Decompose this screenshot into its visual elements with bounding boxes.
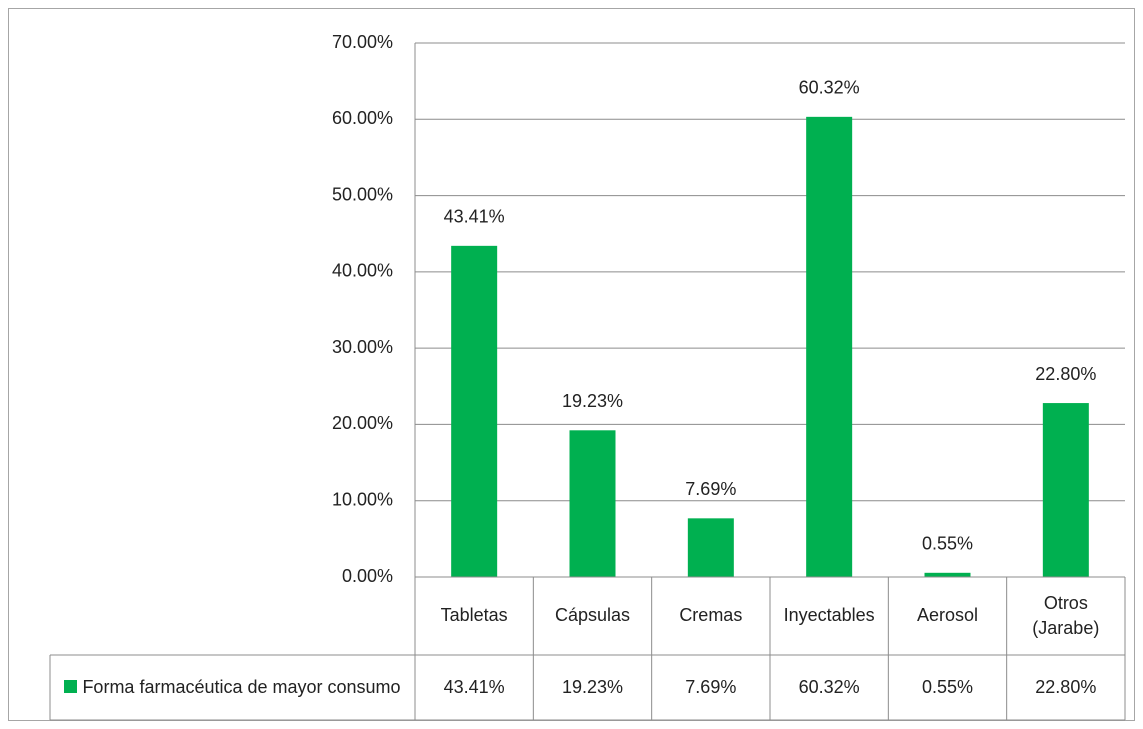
data-label: 22.80%	[1035, 364, 1096, 384]
table-value: 0.55%	[921, 676, 974, 697]
table-value-cell: 7.69%	[685, 676, 737, 697]
chart-border	[8, 8, 1135, 721]
table-value: 43.41%	[443, 676, 505, 697]
bar	[687, 518, 734, 577]
table-value-cell: 60.32%	[798, 676, 860, 697]
y-tick-label: 30.00%	[332, 337, 393, 357]
table-value-cell: 19.23%	[561, 676, 624, 697]
data-label: 43.41%	[444, 207, 505, 227]
y-tick-label: 70.00%	[332, 32, 393, 52]
data-label: 7.69%	[685, 479, 736, 499]
x-tick-label-cell: Cremas	[679, 605, 743, 626]
y-tick-label: 50.00%	[332, 184, 393, 204]
x-tick-label: Inyectables	[783, 605, 875, 626]
x-tick-label: Cápsulas	[554, 605, 631, 626]
y-tick-label: 0.00%	[342, 566, 393, 586]
data-label: 60.32%	[799, 78, 860, 98]
x-tick-label-cell: Cápsulas	[554, 605, 631, 626]
y-tick-label: 20.00%	[332, 413, 393, 433]
legend-key	[64, 679, 78, 693]
bar	[924, 572, 971, 577]
legend: Forma farmacéutica de mayor consumo	[50, 655, 415, 720]
x-tick-label: Otros (Jarabe)	[1032, 592, 1100, 638]
table-value-cell: 0.55%	[921, 676, 974, 697]
table-value-cell: 43.41%	[443, 676, 505, 697]
table-value: 19.23%	[561, 676, 624, 697]
table-value: 60.32%	[798, 676, 860, 697]
y-tick-label: 40.00%	[332, 261, 393, 281]
bar	[569, 430, 616, 577]
x-tick-label-cell: Otros (Jarabe)	[1032, 592, 1100, 638]
legend-label: Forma farmacéutica de mayor consumo	[82, 676, 401, 697]
legend-entry: Forma farmacéutica de mayor consumo	[64, 675, 401, 700]
data-label: 0.55%	[922, 534, 973, 554]
x-tick-label-cell: Tabletas	[440, 605, 508, 626]
legend-cell: Forma farmacéutica de mayor consumo	[50, 655, 415, 720]
x-tick-label: Cremas	[679, 605, 743, 626]
x-tick-label-cell: Aerosol	[916, 605, 978, 626]
x-tick-label: Tabletas	[440, 605, 508, 626]
x-tick-label: Aerosol	[916, 605, 978, 626]
bar	[451, 245, 498, 577]
table-value-cell: 22.80%	[1035, 676, 1097, 697]
y-tick-label: 10.00%	[332, 489, 393, 509]
bar	[806, 116, 853, 577]
y-tick-label: 60.00%	[332, 108, 393, 128]
table-value: 22.80%	[1035, 676, 1097, 697]
bar	[1042, 403, 1089, 577]
data-label: 19.23%	[562, 391, 623, 411]
x-tick-label-cell: Inyectables	[783, 605, 875, 626]
table-value: 7.69%	[685, 676, 737, 697]
